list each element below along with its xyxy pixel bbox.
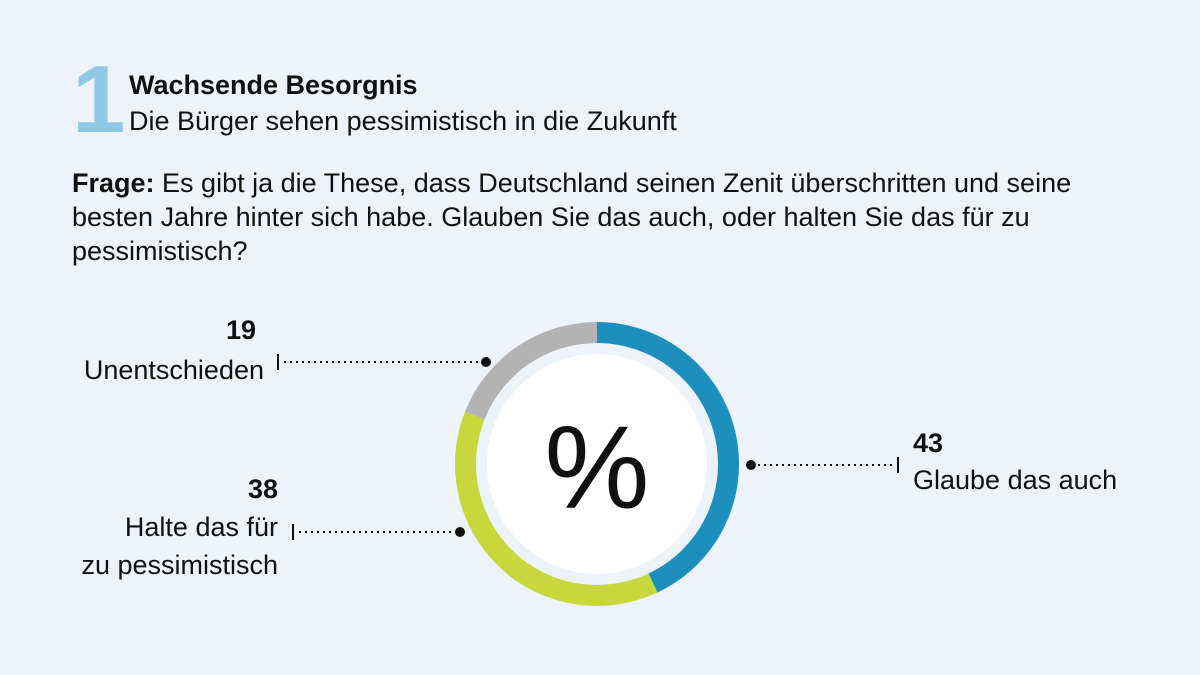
label-halte-line1: Halte das für: [124, 512, 278, 542]
slice-halte: [455, 411, 658, 606]
label-halte-line2: zu pessimistisch: [81, 550, 278, 580]
chart-title: Wachsende Besorgnis: [129, 70, 418, 100]
section-number: 1: [72, 46, 126, 153]
chart-subtitle: Die Bürger sehen pessimistisch in die Zu…: [129, 106, 677, 136]
question-text: Es gibt ja die These, dass Deutschland s…: [72, 168, 1072, 266]
label-glaube: Glaube das auch: [913, 465, 1118, 495]
question-label: Frage:: [72, 168, 155, 198]
percent-sign: %: [545, 402, 650, 534]
leader-unentschieden: [277, 354, 491, 370]
survey-question: Frage: Es gibt ja die These, dass Deutsc…: [72, 166, 1132, 268]
slice-unentschieden: [464, 322, 597, 420]
value-unentschieden: 19: [226, 315, 257, 345]
value-halte: 38: [247, 474, 278, 504]
leader-halte: [292, 524, 465, 540]
slice-glaube: [597, 322, 739, 593]
value-glaube: 43: [913, 428, 944, 458]
label-unentschieden: Unentschieden: [83, 355, 264, 385]
leader-glaube: [746, 457, 899, 473]
donut-hole: [487, 354, 707, 574]
